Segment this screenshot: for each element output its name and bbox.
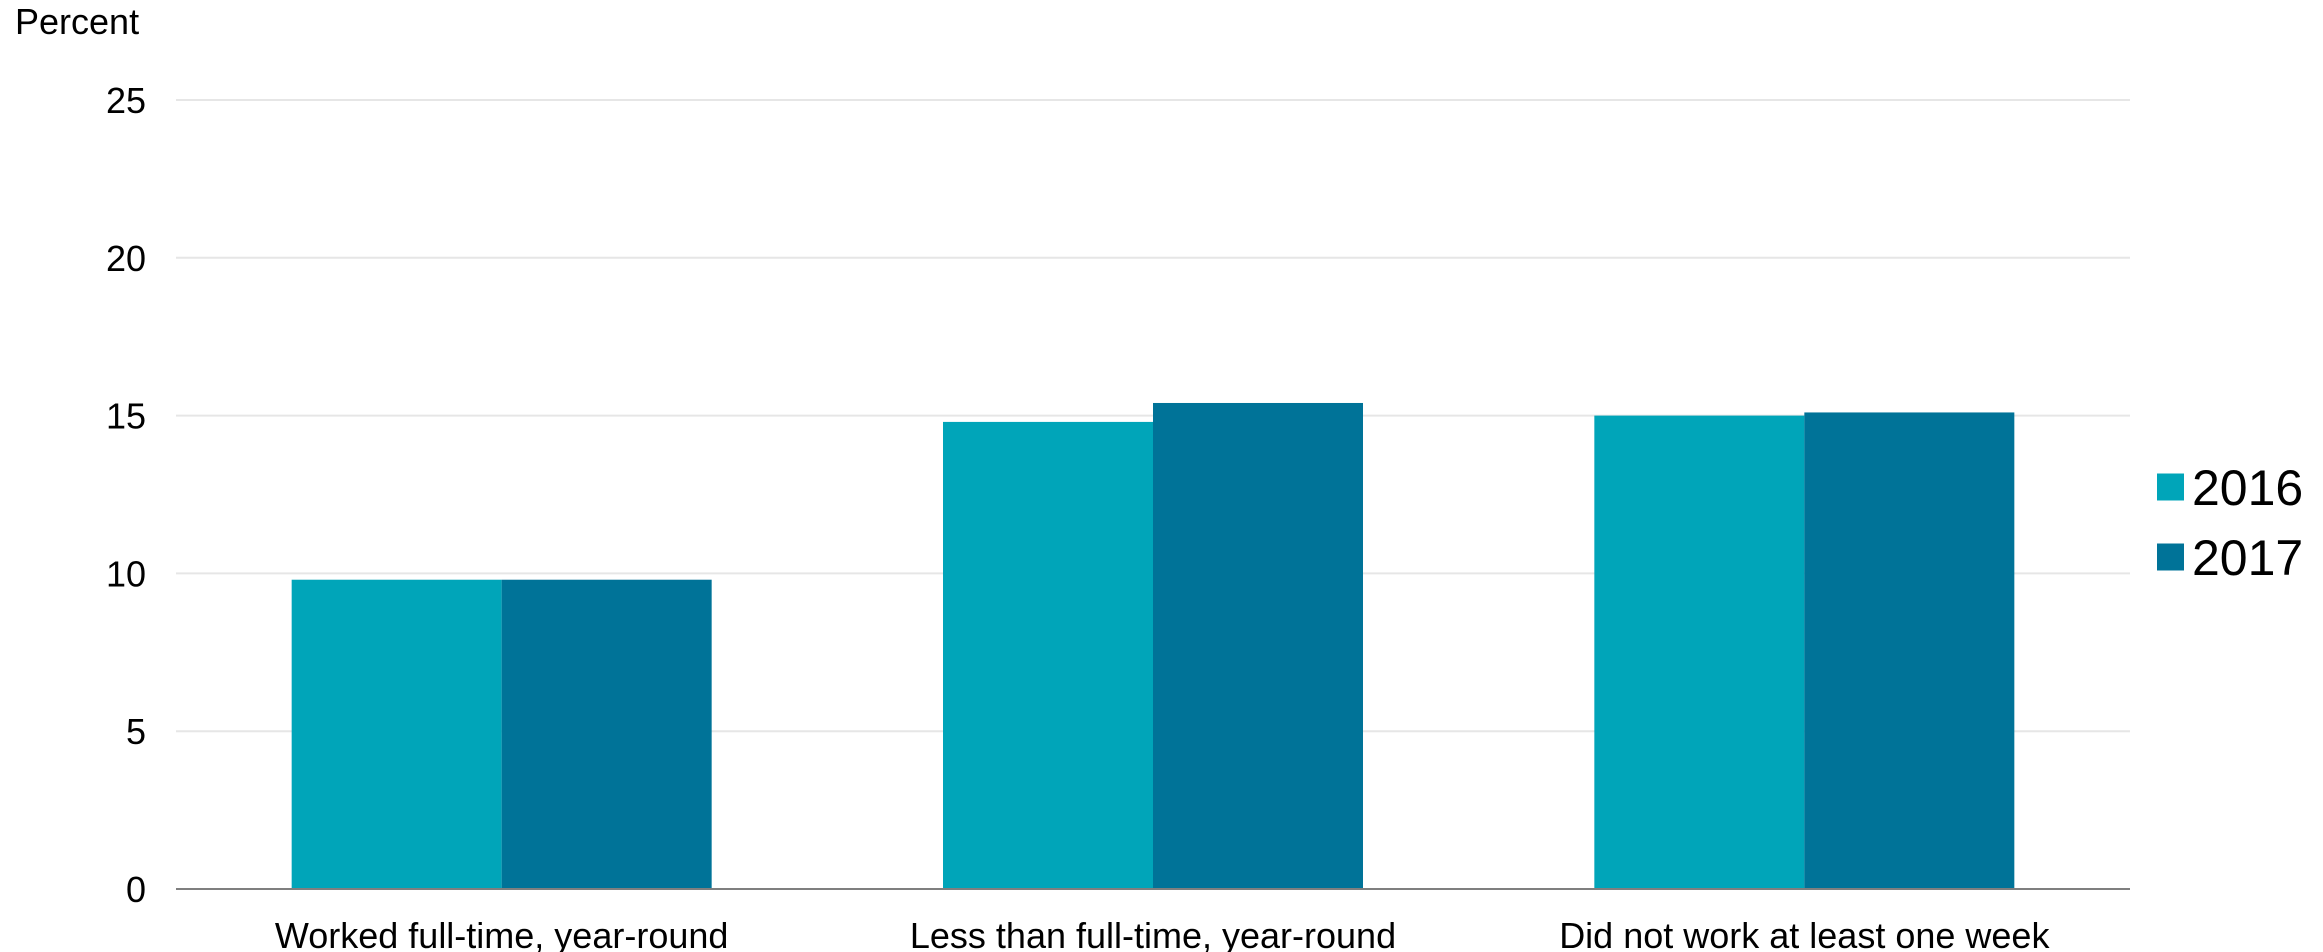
bar-2017-3 — [1804, 412, 2015, 889]
y-tick-label: 10 — [106, 553, 146, 594]
y-tick-label: 0 — [126, 869, 146, 910]
y-tick-label: 25 — [106, 80, 146, 121]
category-label: Worked full-time, year-round — [275, 915, 729, 952]
legend: 2016 2017 — [2157, 460, 2303, 586]
legend-swatch-2016 — [2157, 473, 2184, 501]
y-axis-ticks: 0 5 10 15 20 25 — [106, 80, 146, 910]
bar-2016-3 — [1594, 415, 1805, 889]
y-axis-unit-label: Percent — [15, 1, 139, 42]
bar-2017-1 — [501, 579, 712, 889]
category-label: Less than full-time, year-round — [910, 915, 1396, 952]
bar-2016-2 — [943, 421, 1153, 889]
y-tick-label: 15 — [106, 396, 146, 437]
bar-2017-2 — [1153, 402, 1363, 889]
legend-label-2016: 2016 — [2192, 460, 2303, 516]
legend-swatch-2017 — [2157, 543, 2184, 571]
y-tick-label: 20 — [106, 238, 146, 279]
bars — [291, 402, 2015, 889]
category-label: Did not work at least one week — [1559, 915, 2050, 952]
y-tick-label: 5 — [126, 711, 146, 752]
category-labels: Worked full-time, year-round Less than fu… — [275, 915, 2051, 952]
legend-label-2017: 2017 — [2192, 530, 2303, 586]
bar-2016-1 — [291, 579, 502, 889]
